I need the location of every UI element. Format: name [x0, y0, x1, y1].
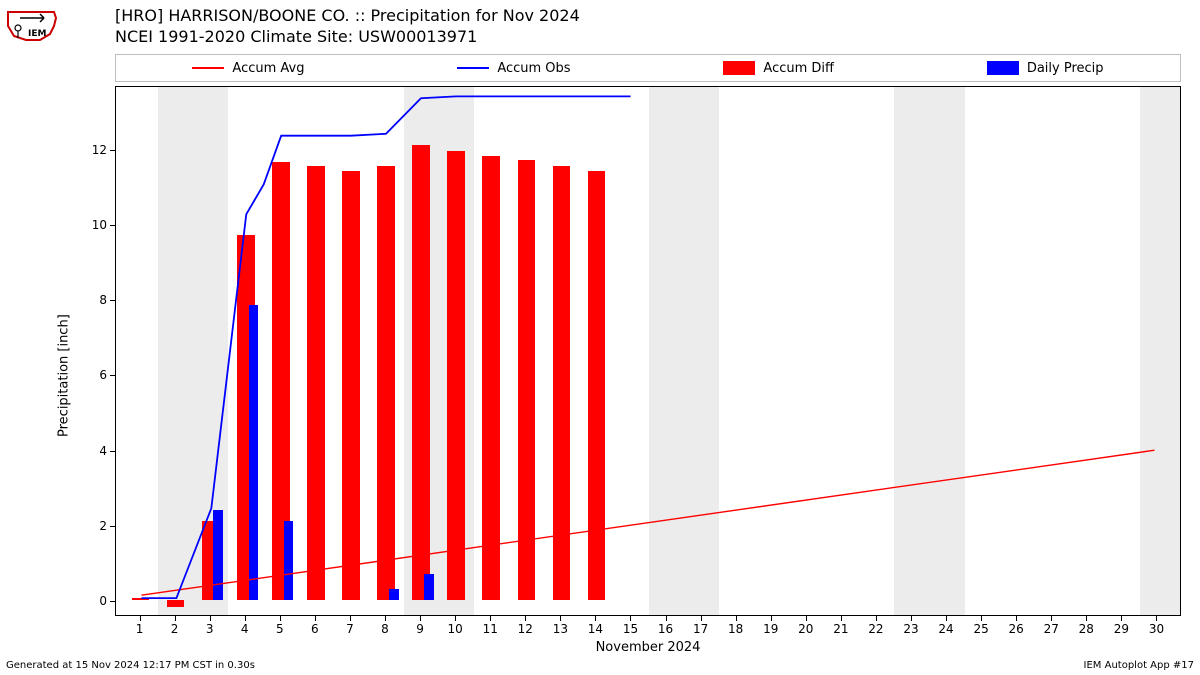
x-tick-label: 12 — [518, 622, 533, 636]
x-tick-label: 25 — [973, 622, 988, 636]
legend-swatch — [457, 67, 489, 69]
chart-title: [HRO] HARRISON/BOONE CO. :: Precipitatio… — [115, 6, 580, 46]
x-axis: November 2024 12345678910111213141516171… — [115, 616, 1181, 656]
x-tick-label: 16 — [658, 622, 673, 636]
accum-obs-line — [141, 96, 630, 598]
legend-label: Accum Obs — [497, 61, 570, 76]
x-tick-label: 23 — [903, 622, 918, 636]
x-tick — [771, 616, 772, 621]
x-tick — [1086, 616, 1087, 621]
x-tick — [1051, 616, 1052, 621]
x-tick — [630, 616, 631, 621]
x-tick-label: 19 — [763, 622, 778, 636]
x-tick — [210, 616, 211, 621]
x-tick-label: 29 — [1114, 622, 1129, 636]
legend-item: Daily Precip — [987, 61, 1104, 76]
x-tick — [1016, 616, 1017, 621]
legend-item: Accum Diff — [723, 61, 834, 76]
title-line1: [HRO] HARRISON/BOONE CO. :: Precipitatio… — [115, 6, 580, 25]
title-line2: NCEI 1991-2020 Climate Site: USW00013971 — [115, 27, 580, 46]
y-axis-label: Precipitation [inch] — [57, 314, 72, 437]
x-tick-label: 2 — [171, 622, 179, 636]
x-tick-label: 8 — [381, 622, 389, 636]
x-tick-label: 17 — [693, 622, 708, 636]
x-tick — [841, 616, 842, 621]
x-axis-label: November 2024 — [596, 640, 701, 655]
footer-app: IEM Autoplot App #17 — [1084, 660, 1194, 671]
x-tick — [385, 616, 386, 621]
lines-layer — [116, 87, 1180, 615]
x-tick-label: 11 — [483, 622, 498, 636]
x-tick-label: 28 — [1079, 622, 1094, 636]
x-tick — [911, 616, 912, 621]
y-tick-label: 0 — [99, 594, 107, 608]
x-tick — [560, 616, 561, 621]
x-tick-label: 9 — [416, 622, 424, 636]
y-tick-label: 8 — [99, 293, 107, 307]
legend-swatch — [987, 61, 1019, 75]
x-tick — [315, 616, 316, 621]
x-tick — [946, 616, 947, 621]
x-tick-label: 13 — [553, 622, 568, 636]
x-tick — [701, 616, 702, 621]
x-tick-label: 1 — [136, 622, 144, 636]
x-tick-label: 6 — [311, 622, 319, 636]
x-tick — [490, 616, 491, 621]
x-tick-label: 21 — [833, 622, 848, 636]
x-tick-label: 24 — [938, 622, 953, 636]
accum-avg-line — [141, 450, 1154, 595]
y-axis: Precipitation [inch] 0 2 4 6 8 10 12 — [0, 86, 115, 616]
svg-text:IEM: IEM — [28, 29, 46, 39]
footer-generated: Generated at 15 Nov 2024 12:17 PM CST in… — [6, 660, 255, 671]
legend-item: Accum Avg — [192, 61, 304, 76]
x-tick — [806, 616, 807, 621]
legend-label: Accum Avg — [232, 61, 304, 76]
plot-area — [115, 86, 1181, 616]
legend: Accum Avg Accum Obs Accum Diff Daily Precip — [115, 54, 1181, 82]
x-tick — [981, 616, 982, 621]
y-tick-label: 2 — [99, 519, 107, 533]
x-tick-label: 5 — [276, 622, 284, 636]
x-tick-label: 20 — [798, 622, 813, 636]
x-tick — [420, 616, 421, 621]
x-tick — [245, 616, 246, 621]
x-tick — [350, 616, 351, 621]
x-tick-label: 7 — [346, 622, 354, 636]
legend-swatch — [723, 61, 755, 75]
x-tick-label: 27 — [1044, 622, 1059, 636]
x-tick — [666, 616, 667, 621]
legend-label: Daily Precip — [1027, 61, 1104, 76]
x-tick — [525, 616, 526, 621]
x-tick-label: 3 — [206, 622, 214, 636]
x-tick-label: 14 — [588, 622, 603, 636]
x-tick-label: 18 — [728, 622, 743, 636]
x-tick — [1121, 616, 1122, 621]
legend-item: Accum Obs — [457, 61, 570, 76]
legend-label: Accum Diff — [763, 61, 834, 76]
x-tick — [175, 616, 176, 621]
y-tick-label: 12 — [92, 143, 107, 157]
x-tick — [1156, 616, 1157, 621]
x-tick-label: 30 — [1149, 622, 1164, 636]
x-tick — [455, 616, 456, 621]
x-tick — [280, 616, 281, 621]
x-tick-label: 22 — [868, 622, 883, 636]
x-tick-label: 26 — [1009, 622, 1024, 636]
legend-swatch — [192, 67, 224, 69]
x-tick — [736, 616, 737, 621]
y-tick-label: 4 — [99, 444, 107, 458]
x-tick — [140, 616, 141, 621]
x-tick — [876, 616, 877, 621]
y-tick-label: 10 — [92, 218, 107, 232]
y-tick-label: 6 — [99, 368, 107, 382]
iem-logo: IEM — [4, 4, 60, 44]
x-tick-label: 15 — [623, 622, 638, 636]
x-tick — [595, 616, 596, 621]
x-tick-label: 10 — [447, 622, 462, 636]
x-tick-label: 4 — [241, 622, 249, 636]
